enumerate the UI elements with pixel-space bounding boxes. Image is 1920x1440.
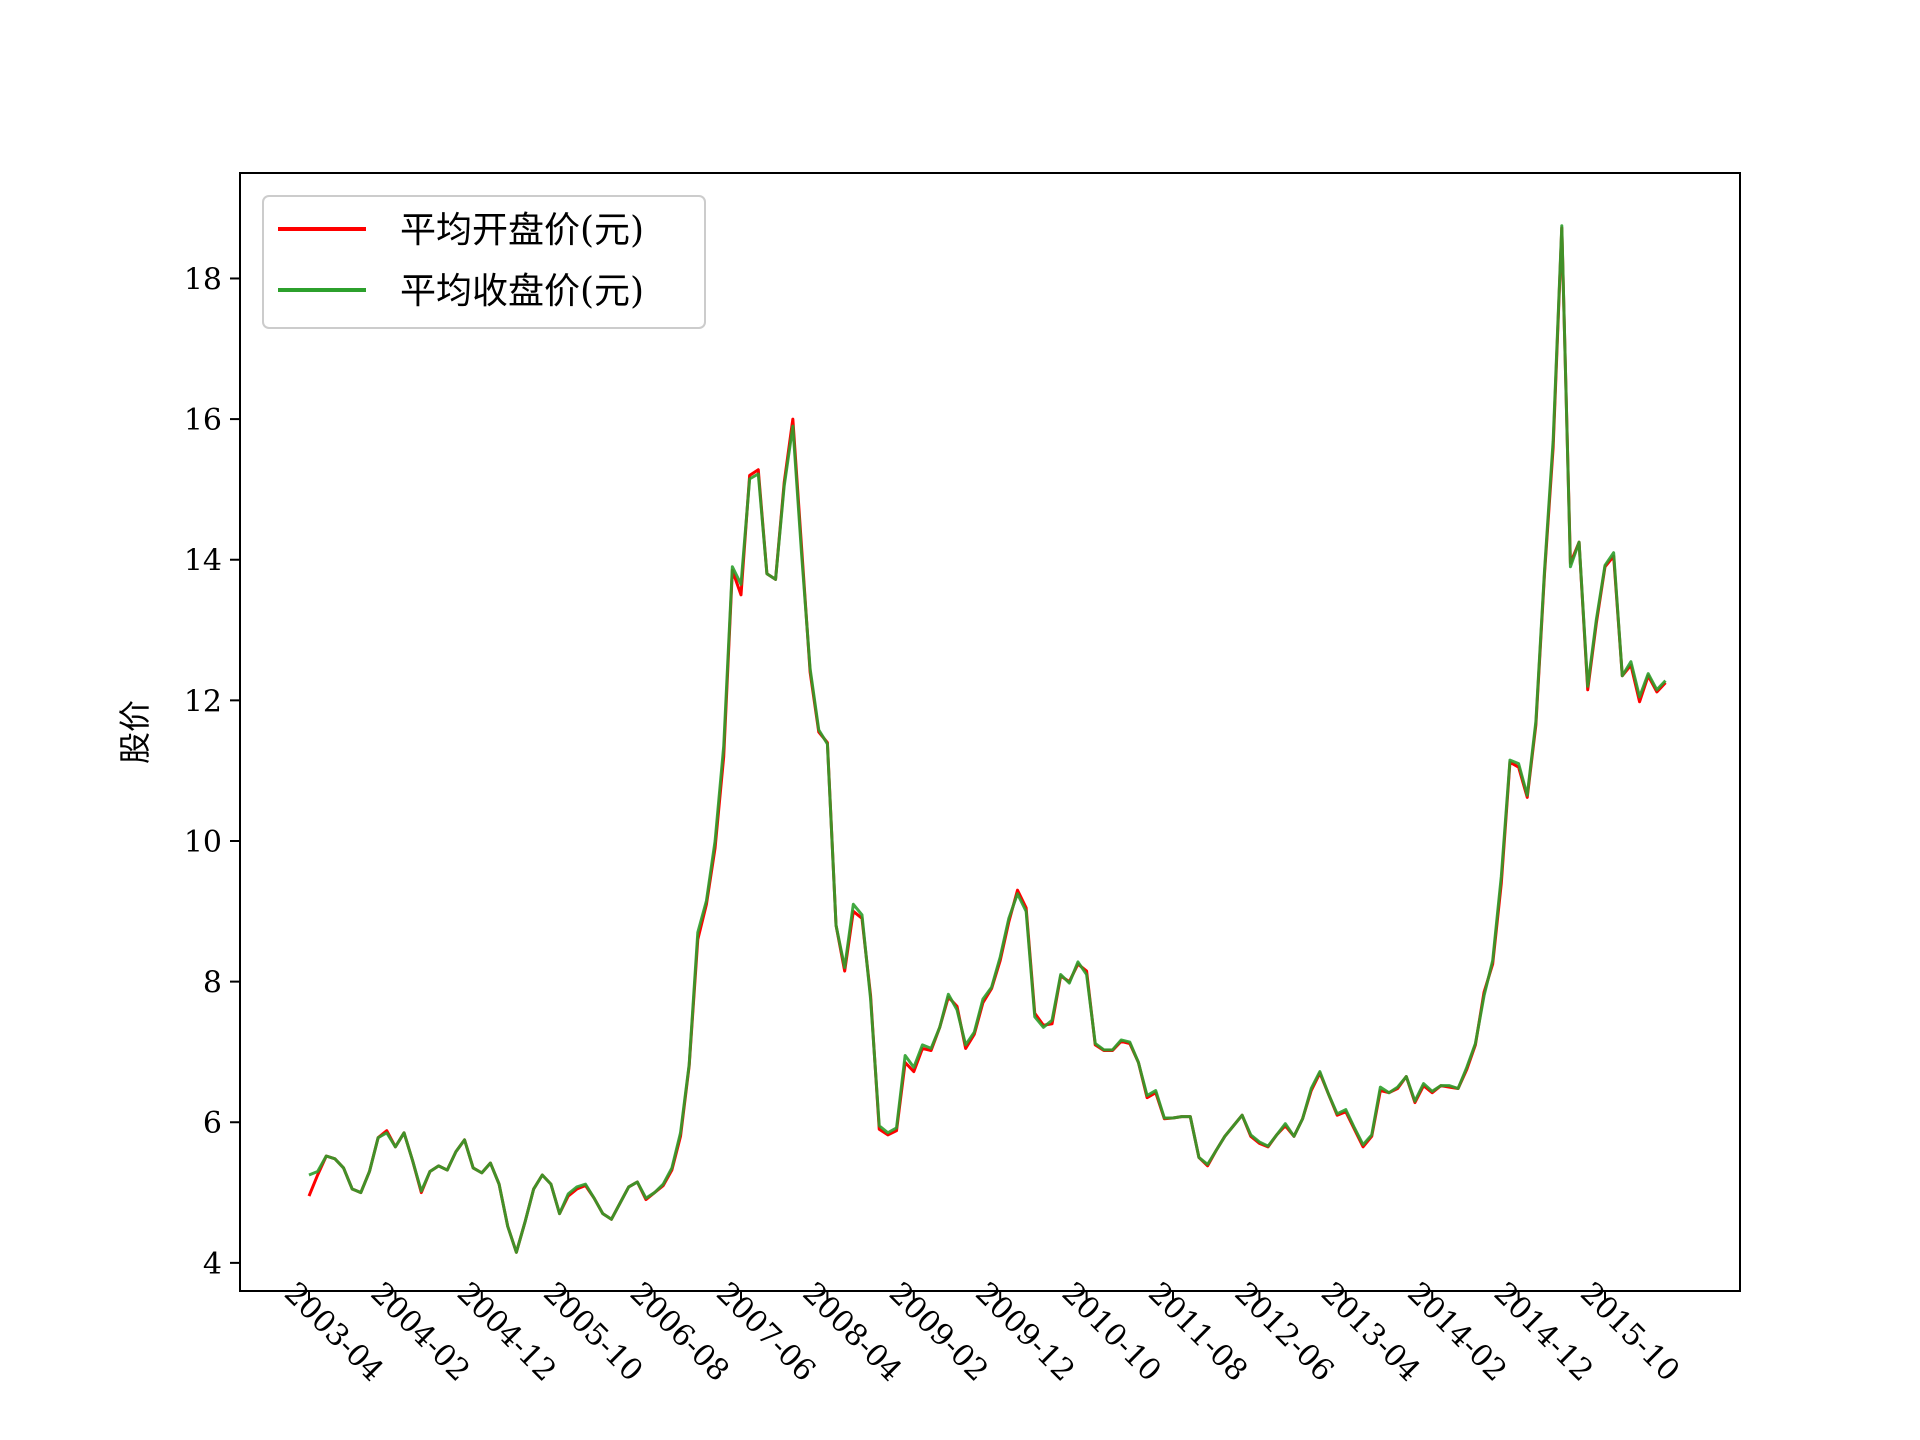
y-tick-label: 16: [184, 403, 222, 438]
y-tick-label: 14: [184, 544, 222, 579]
y-tick-label: 12: [184, 684, 222, 719]
y-tick-label: 4: [203, 1247, 222, 1282]
y-tick-label: 6: [203, 1106, 222, 1141]
y-tick-label: 18: [184, 262, 222, 297]
series-line-close: [308, 224, 1667, 1254]
legend-label-close: 平均收盘价(元): [400, 271, 644, 312]
legend-box: [262, 195, 706, 329]
legend-label-open: 平均开盘价(元): [400, 210, 644, 251]
y-axis: 4 6 8 10 12 14 16 18: [184, 262, 240, 1282]
plot-frame: [239, 172, 1741, 1292]
y-tick-label: 8: [203, 966, 222, 1001]
y-tick-label: 10: [184, 825, 222, 860]
series-lines: [307, 224, 1667, 1254]
y-axis-title: 股价: [116, 700, 154, 764]
legend: 平均开盘价(元) 平均收盘价(元): [262, 195, 706, 329]
